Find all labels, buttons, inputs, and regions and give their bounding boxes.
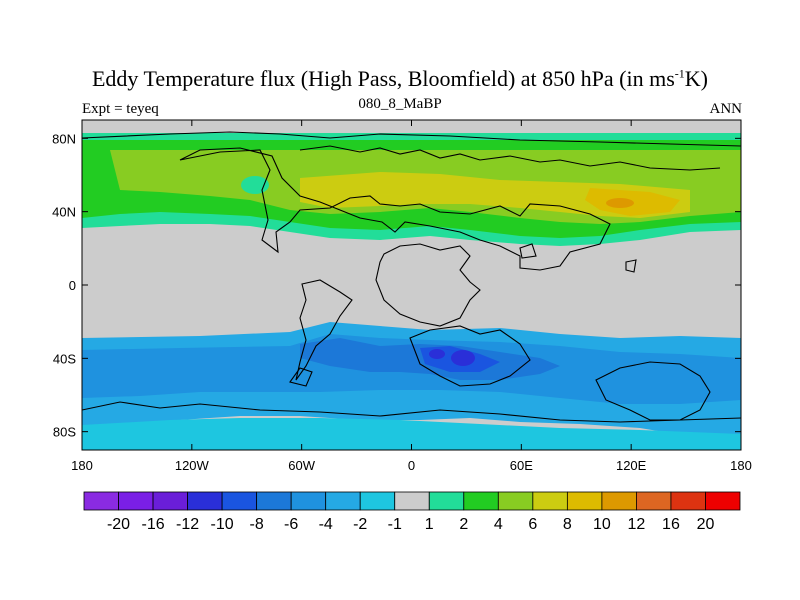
colorbar-label: 20: [697, 516, 715, 533]
colorbar-label: 6: [528, 516, 537, 533]
experiment-label: Expt = teyeq: [82, 101, 159, 117]
map-plot-area: [82, 120, 741, 450]
y-tick-label: 80S: [53, 425, 76, 440]
x-tick-label: 120W: [175, 458, 210, 473]
x-tick-label: 60W: [288, 458, 315, 473]
contour-2-pocket: [241, 176, 269, 194]
title-superscript: -1: [674, 66, 685, 81]
northern-shelf-lines: [299, 145, 721, 171]
colorbar-label: -1: [388, 516, 402, 533]
colorbar-label: 8: [563, 516, 572, 533]
small-island-c: [519, 243, 537, 259]
colorbar-label: -6: [284, 516, 298, 533]
colorbar-swatch: [532, 491, 568, 511]
y-tick-label: 40N: [52, 205, 76, 220]
colorbar-swatch: [463, 491, 499, 511]
x-tick-label: 180: [730, 458, 752, 473]
colorbar-label: 1: [425, 516, 434, 533]
small-island-a: [289, 367, 313, 387]
x-tick-label: 180: [71, 458, 93, 473]
africa-north: [375, 243, 481, 327]
colorbar-label: 12: [628, 516, 646, 533]
colorbar-label: -20: [107, 516, 130, 533]
y-tick-label: 40S: [53, 351, 76, 366]
title-main: Eddy Temperature flux (High Pass, Bloomf…: [91, 66, 675, 91]
colorbar-label: 10: [593, 516, 611, 533]
colorbar-swatch: [290, 491, 327, 511]
colorbar-swatch: [497, 491, 534, 511]
antarctic-coast: [82, 401, 741, 423]
colorbar: -20 -16 -12 -10 -8 -6 -4 -2 -1 1 2 4 6 8 10 12 16 20: [83, 491, 741, 533]
colorbar-swatch: [83, 491, 119, 511]
colorbar-swatch: [601, 491, 637, 511]
colorbar-swatch: [152, 491, 188, 511]
chart-title: Eddy Temperature flux (High Pass, Bloomf…: [0, 66, 800, 92]
coastlines: [82, 131, 741, 423]
colorbar-swatch: [256, 491, 292, 511]
case-label: 080_8_MaBP: [358, 96, 442, 112]
colorbar-swatch: [670, 491, 706, 511]
colorbar-swatch: [221, 491, 258, 511]
colorbar-label: -16: [141, 516, 164, 533]
colorbar-swatch: [325, 491, 361, 511]
colorbar-swatch: [428, 491, 465, 511]
contour-minus-10-west: [429, 349, 445, 359]
colorbar-label: 16: [662, 516, 680, 533]
colorbar-swatch: [187, 491, 223, 511]
colorbar-label: -2: [353, 516, 367, 533]
colorbar-swatch: [359, 491, 396, 511]
northern-storm-track: [82, 133, 741, 246]
contour-minus-1: [82, 418, 741, 450]
axis-ticks: 180 120W 60W 0 60E 120E 180 80N 40N 0 40S 80S: [52, 120, 752, 473]
africa-south: [409, 325, 531, 387]
colorbar-swatch: [118, 491, 154, 511]
colorbar-label: -4: [319, 516, 333, 533]
colorbar-swatch: [636, 491, 672, 511]
small-island-b: [625, 259, 637, 273]
northern-continents: [179, 147, 611, 271]
colorbar-label: -8: [250, 516, 264, 533]
colorbar-swatch: [394, 491, 430, 511]
contour-8: [300, 172, 690, 218]
x-tick-label: 0: [408, 458, 415, 473]
south-america: [295, 279, 353, 381]
colorbar-label: -10: [211, 516, 234, 533]
season-label: ANN: [709, 101, 743, 117]
colorbar-label: -12: [176, 516, 199, 533]
colorbar-label: 2: [459, 516, 468, 533]
title-tail: K): [684, 66, 708, 91]
southern-storm-track: [82, 322, 741, 450]
x-tick-label: 120E: [616, 458, 647, 473]
colorbar-label: 4: [494, 516, 503, 533]
x-tick-label: 60E: [510, 458, 533, 473]
y-tick-label: 0: [69, 278, 76, 293]
arctic-coast: [82, 131, 741, 147]
colorbar-swatch: [566, 491, 603, 511]
australia: [595, 361, 711, 421]
contour-minus-10: [451, 350, 475, 366]
colorbar-swatch: [705, 491, 741, 511]
y-tick-label: 80N: [52, 131, 76, 146]
contour-12: [606, 198, 634, 208]
